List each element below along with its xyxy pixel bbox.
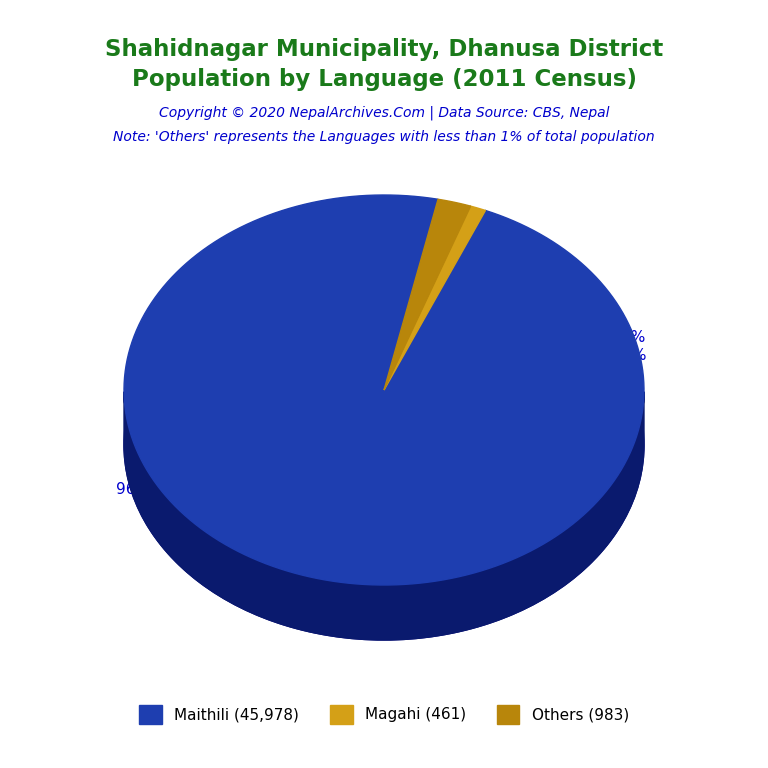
Text: 2.07%: 2.07% xyxy=(598,330,647,346)
Ellipse shape xyxy=(124,250,644,640)
Polygon shape xyxy=(124,195,644,585)
Legend: Maithili (45,978), Magahi (461), Others (983): Maithili (45,978), Magahi (461), Others … xyxy=(133,699,635,730)
Polygon shape xyxy=(124,392,644,640)
Polygon shape xyxy=(384,206,485,390)
Text: Copyright © 2020 NepalArchives.Com | Data Source: CBS, Nepal: Copyright © 2020 NepalArchives.Com | Dat… xyxy=(159,106,609,121)
Text: 0.97%: 0.97% xyxy=(598,347,647,362)
Text: Population by Language (2011 Census): Population by Language (2011 Census) xyxy=(131,68,637,91)
Text: 96.95%: 96.95% xyxy=(116,482,174,498)
Text: Note: 'Others' represents the Languages with less than 1% of total population: Note: 'Others' represents the Languages … xyxy=(113,130,655,144)
Polygon shape xyxy=(384,199,471,390)
Text: Shahidnagar Municipality, Dhanusa District: Shahidnagar Municipality, Dhanusa Distri… xyxy=(105,38,663,61)
